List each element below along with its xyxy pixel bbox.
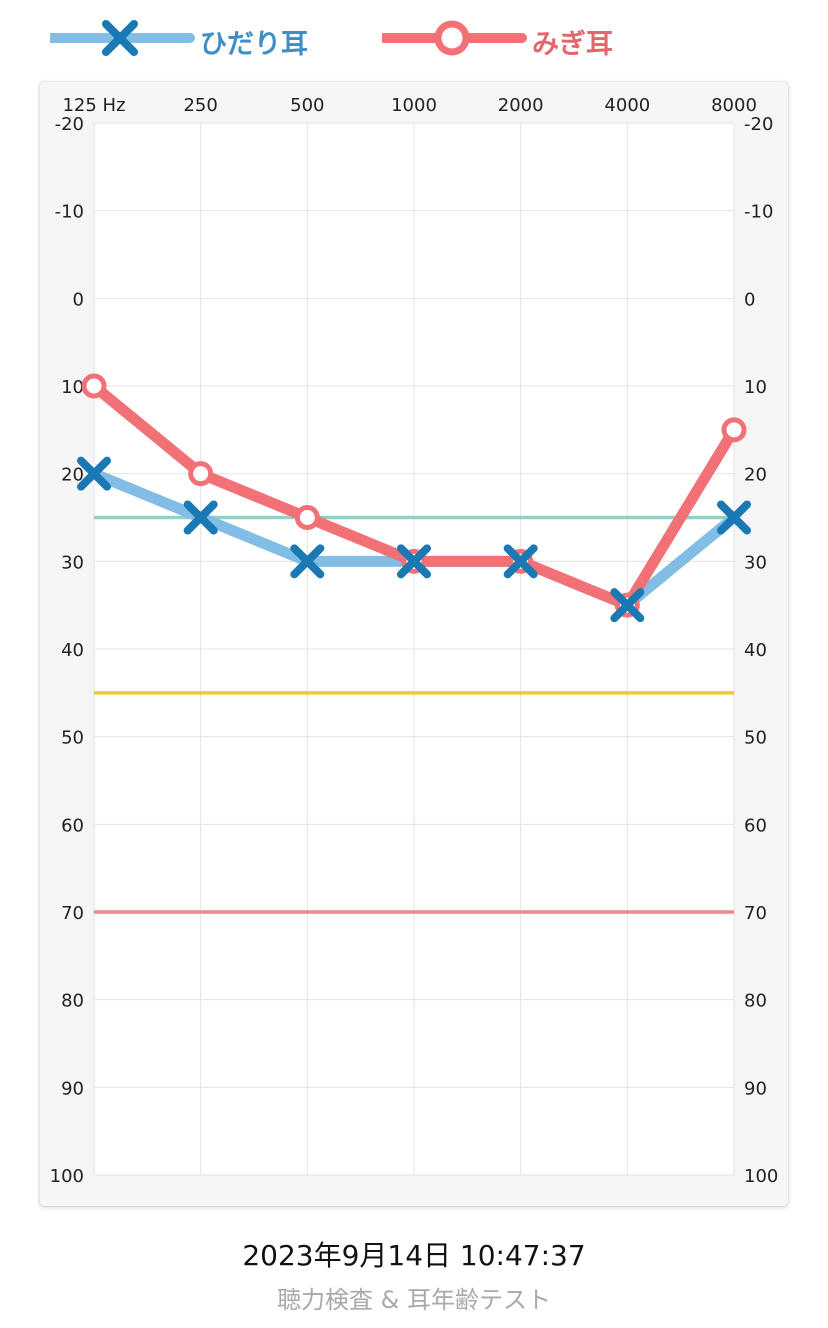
y-tick-label-left: 60 — [61, 815, 84, 836]
legend-label-left-ear: ひだり耳 — [200, 29, 308, 60]
data-point-left-ear-stroke — [503, 544, 538, 579]
data-point-left-ear-stroke — [397, 544, 431, 579]
y-tick-label-left: 100 — [50, 1166, 84, 1187]
x-tick-label: 8000 — [711, 95, 757, 116]
data-point-left-ear-stroke — [610, 588, 645, 623]
y-tick-label-left: 70 — [61, 903, 84, 924]
legend-item-left-ear: ひだり耳 — [50, 16, 330, 60]
y-tick-label-left: 40 — [61, 640, 84, 661]
circle-marker-icon — [382, 20, 527, 56]
legend-label-right-ear: みぎ耳 — [532, 29, 613, 60]
app-name: 聴力検査 & 耳年齢テスト — [277, 1286, 551, 1314]
data-point-left-ear-stroke — [183, 500, 218, 535]
y-tick-label-right: 60 — [744, 815, 767, 836]
test-datetime: 2023年9月14日 10:47:37 — [242, 1239, 586, 1272]
x-tick-label: 1000 — [391, 95, 437, 116]
y-tick-label-left: 20 — [61, 465, 84, 486]
y-tick-label-right: -10 — [744, 202, 773, 223]
data-point-right-ear — [81, 373, 107, 399]
data-point-left-ear — [397, 544, 431, 579]
y-tick-label-right: 40 — [744, 640, 767, 661]
y-tick-label-left: 50 — [61, 728, 84, 749]
data-point-right-ear — [188, 461, 214, 487]
y-tick-label-left: 10 — [61, 377, 84, 398]
y-tick-label-left: 0 — [73, 289, 84, 310]
chart-card: -20 -20 -10 -10 0 0 10 10 20 20 30 30 40 40 50 50 60 60 70… — [40, 82, 788, 1206]
data-point-left-ear — [503, 544, 538, 579]
y-tick-label-right: 100 — [744, 1166, 778, 1187]
y-tick-label-left: 90 — [61, 1078, 84, 1099]
data-point-right-ear — [294, 505, 320, 530]
audiogram-chart: -20 -20 -10 -10 0 0 10 10 20 20 30 30 40 40 50 50 60 60 70… — [50, 95, 779, 1187]
chart-legend: ひだり耳 みぎ耳 — [0, 0, 828, 80]
y-tick-label-left: -20 — [55, 114, 84, 135]
data-point-left-ear — [290, 544, 325, 579]
x-tick-label: 2000 — [498, 95, 544, 116]
data-point-left-ear — [610, 588, 645, 623]
y-tick-label-left: 80 — [61, 991, 84, 1012]
y-tick-label-right: 20 — [744, 465, 767, 486]
data-point-left-ear-stroke — [717, 500, 751, 535]
data-point-left-ear — [183, 500, 218, 535]
data-point-right-ear — [721, 417, 747, 443]
y-tick-label-right: 0 — [744, 289, 755, 310]
y-tick-label-right: 90 — [744, 1078, 767, 1099]
y-tick-label-right: 70 — [744, 903, 767, 924]
y-tick-label-left: 30 — [61, 552, 84, 573]
y-tick-label-right: 30 — [744, 552, 767, 573]
x-tick-label: 250 — [183, 95, 217, 116]
data-point-left-ear-stroke — [77, 456, 111, 491]
y-tick-label-right: 80 — [744, 991, 767, 1012]
y-tick-label-right: 50 — [744, 728, 767, 749]
x-tick-label: 4000 — [604, 95, 650, 116]
data-point-left-ear — [77, 456, 111, 491]
y-tick-label-right: 10 — [744, 377, 767, 398]
x-marker-icon — [50, 20, 195, 56]
y-tick-label-right: -20 — [744, 114, 773, 135]
legend-item-right-ear: みぎ耳 — [382, 16, 642, 60]
y-tick-label-left: -10 — [55, 202, 84, 223]
x-tick-label: 125 Hz — [62, 95, 125, 116]
data-point-left-ear-stroke — [290, 544, 325, 579]
x-tick-label: 500 — [290, 95, 324, 116]
data-point-left-ear — [717, 500, 751, 535]
